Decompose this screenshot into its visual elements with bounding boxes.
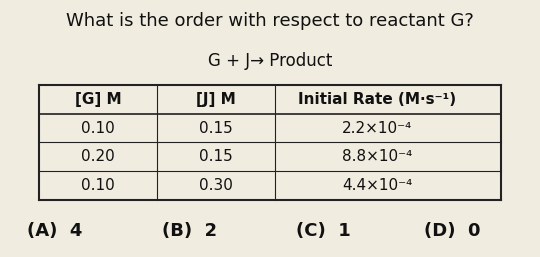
Text: 4.4×10⁻⁴: 4.4×10⁻⁴ [342,178,413,193]
Text: G + J→ Product: G + J→ Product [208,52,332,70]
Text: 0.30: 0.30 [199,178,233,193]
Text: What is the order with respect to reactant G?: What is the order with respect to reacta… [66,12,474,30]
Text: 0.15: 0.15 [199,149,233,164]
Text: (B)  2: (B) 2 [162,222,217,240]
Text: 0.10: 0.10 [81,178,115,193]
Text: (C)  1: (C) 1 [296,222,351,240]
Text: 8.8×10⁻⁴: 8.8×10⁻⁴ [342,149,413,164]
Text: 0.20: 0.20 [81,149,115,164]
Text: 2.2×10⁻⁴: 2.2×10⁻⁴ [342,121,413,136]
Text: [J] M: [J] M [197,92,236,107]
Text: (A)  4: (A) 4 [28,222,83,240]
Text: Initial Rate (M·s⁻¹): Initial Rate (M·s⁻¹) [299,92,456,107]
Text: 0.15: 0.15 [199,121,233,136]
Text: 0.10: 0.10 [81,121,115,136]
Text: (D)  0: (D) 0 [424,222,481,240]
Text: [G] M: [G] M [75,92,122,107]
